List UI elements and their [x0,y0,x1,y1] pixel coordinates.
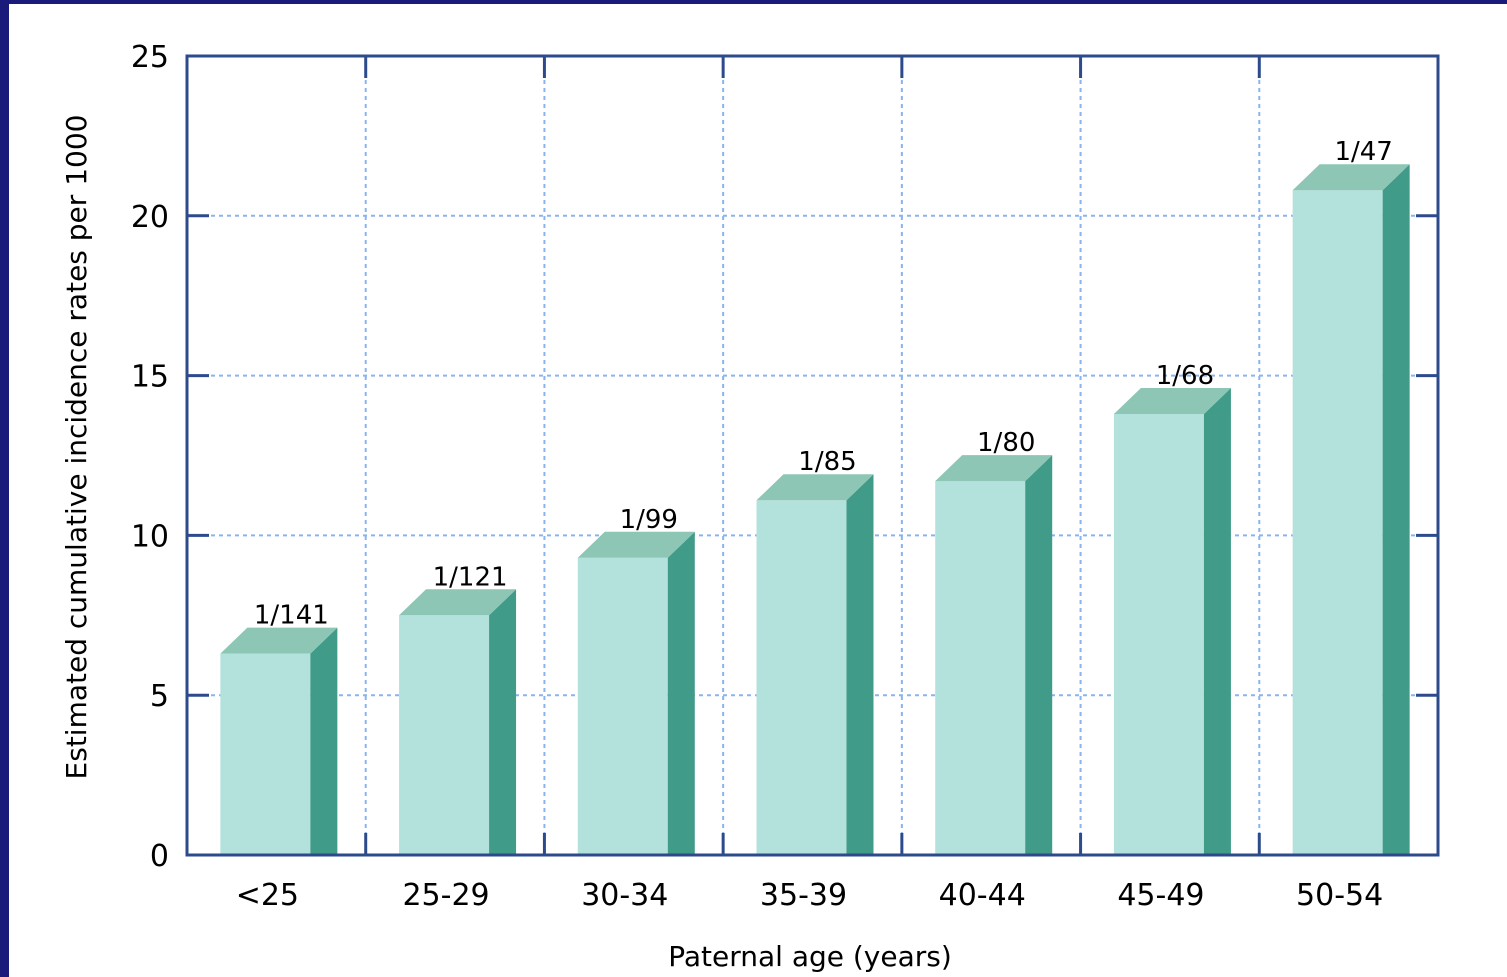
y-tick-label: 20 [131,200,169,235]
x-axis-title: Paternal age (years) [668,940,952,973]
bar-front [577,557,668,855]
bar [1113,387,1231,855]
bar-side [1025,455,1053,855]
bar-side [1203,387,1231,855]
plot-frame [185,54,1440,857]
grid-lines [187,56,1438,855]
bar-front [220,653,311,855]
bar-top [577,531,695,558]
x-tick-label: 25-29 [402,878,489,913]
bar [220,627,338,855]
x-tick-label: 50-54 [1296,878,1383,913]
y-tick-label: 10 [131,519,169,554]
bar-front [399,615,490,855]
bar-front [1113,413,1204,855]
labels: 0 5 10 15 20 25 1/141 <25 1/121 25-29 1/99 30-34 1/8… [131,40,1393,913]
data-label: 1/85 [798,447,856,477]
y-tick-label: 15 [131,360,169,395]
x-tick-label: 45-49 [1117,878,1204,913]
y-tick-label: 5 [150,679,169,714]
data-label: 1/141 [254,601,329,631]
data-label: 1/68 [1156,361,1214,391]
bar-front [935,481,1026,855]
axes [185,54,1440,857]
x-tick-label: 30-34 [581,878,668,913]
y-tick-label: 0 [150,839,169,874]
bar [756,474,874,855]
bar [1292,164,1410,855]
bar-side [310,627,338,855]
chart-frame: 0 5 10 15 20 25 1/141 <25 1/121 25-29 1/99 30-34 1/8… [9,4,1507,977]
bar-side [1382,164,1410,855]
bars [220,164,1410,855]
x-tick-label: 40-44 [939,878,1026,913]
data-label: 1/121 [433,562,508,592]
bar-top [1292,164,1410,191]
data-label: 1/80 [977,428,1035,458]
bar-side [846,474,874,855]
x-tick-label: <25 [236,878,299,913]
data-label: 1/99 [620,505,678,535]
bar-side [667,531,695,855]
y-axis-title: Estimated cumulative incidence rates per… [60,115,93,780]
bar-top [1113,387,1231,414]
bar [935,455,1053,855]
bar-chart: 0 5 10 15 20 25 1/141 <25 1/121 25-29 1/99 30-34 1/8… [60,40,1440,973]
bar-side [489,589,517,855]
bar-front [1292,190,1383,855]
bar-top [220,627,338,654]
bar-front [756,500,847,855]
bar [399,589,517,855]
data-label: 1/47 [1334,137,1392,167]
x-tick-label: 35-39 [760,878,847,913]
bar-top [756,474,874,501]
bar-top [399,589,517,616]
y-tick-label: 25 [131,40,169,75]
bar [577,531,695,855]
bar-top [935,455,1053,482]
